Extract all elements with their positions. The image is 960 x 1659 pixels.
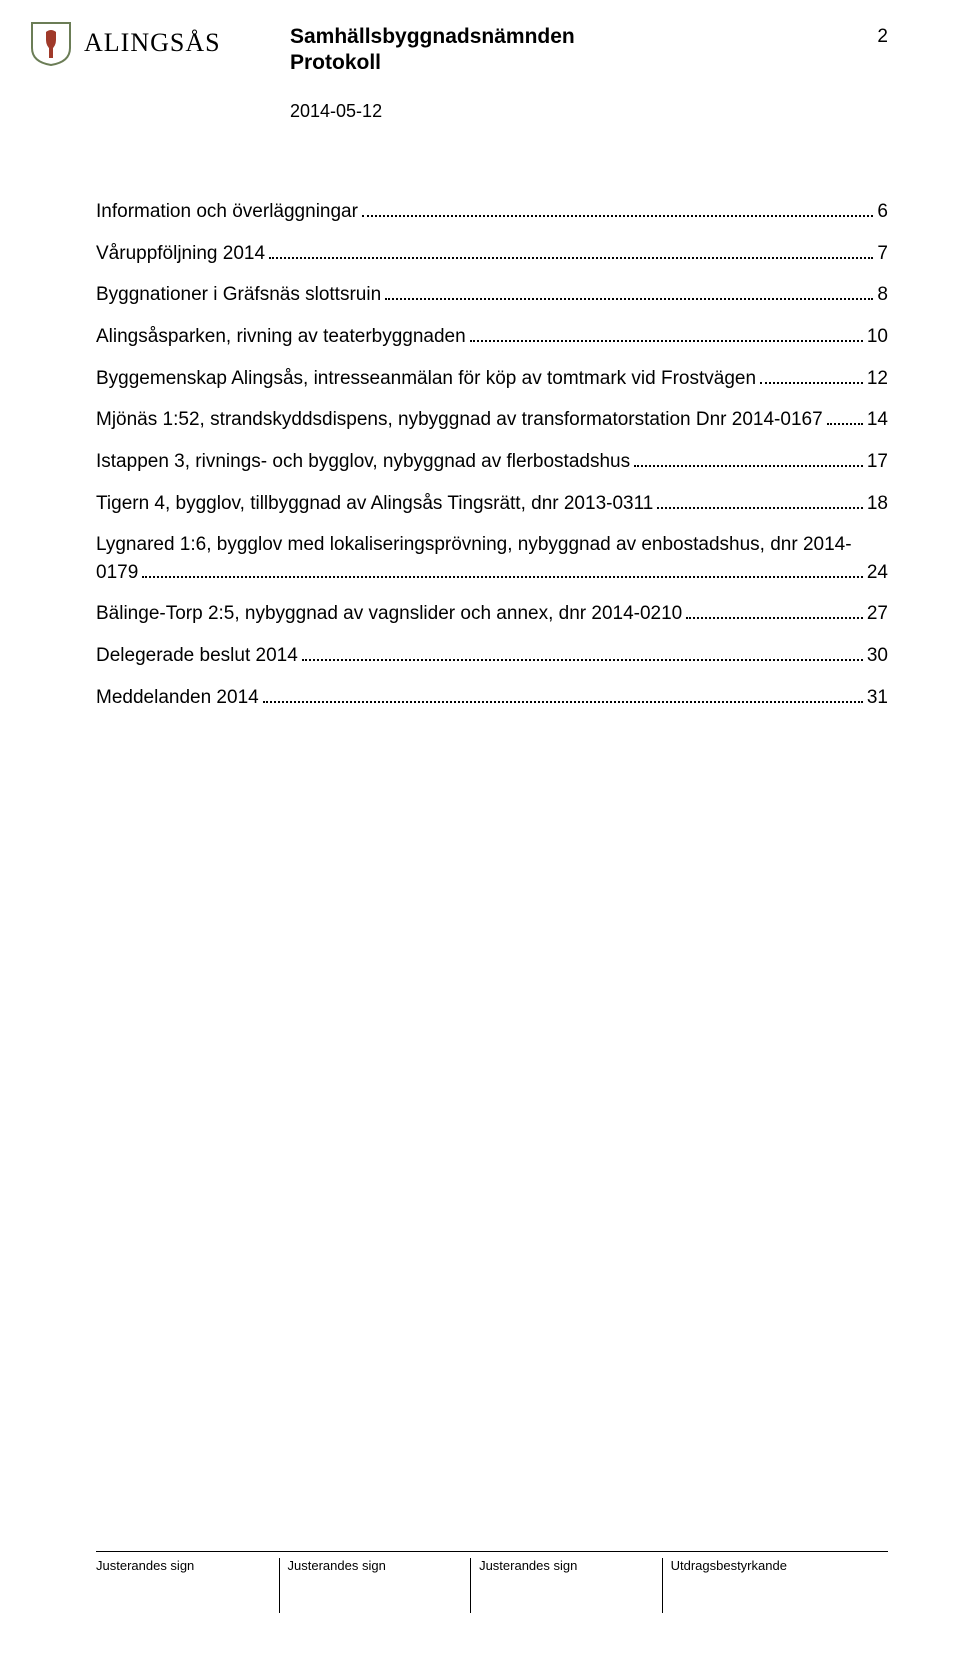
toc-title: 0179 (96, 559, 138, 587)
toc-page: 10 (867, 323, 888, 351)
toc-entry: Meddelanden 2014 31 (96, 684, 888, 712)
toc-page: 24 (867, 559, 888, 587)
toc-title: Byggnationer i Gräfsnäs slottsruin (96, 281, 381, 309)
toc-leader-dots (657, 489, 863, 508)
crest-icon (28, 20, 74, 66)
toc-entry: Lygnared 1:6, bygglov med lokaliseringsp… (96, 531, 888, 586)
header-titles: Samhällsbyggnadsnämnden Protokoll 2014-0… (290, 24, 575, 122)
toc-title: Meddelanden 2014 (96, 684, 259, 712)
toc-leader-dots (470, 323, 863, 342)
toc-title: Mjönäs 1:52, strandskyddsdispens, nybygg… (96, 406, 823, 434)
footer-row: Justerandes sign Justerandes sign Juster… (96, 1558, 888, 1613)
toc-title: Istappen 3, rivnings- och bygglov, nybyg… (96, 448, 630, 476)
toc-page: 30 (867, 642, 888, 670)
toc-title: Information och överläggningar (96, 198, 358, 226)
page-number: 2 (877, 26, 888, 48)
page: ALINGSÅS Samhällsbyggnadsnämnden Protoko… (0, 0, 960, 1659)
toc-page: 7 (877, 240, 888, 268)
toc-page: 6 (877, 198, 888, 226)
toc-entry: Byggemenskap Alingsås, intresseanmälan f… (96, 365, 888, 393)
toc-entry: Delegerade beslut 2014 30 (96, 642, 888, 670)
toc-page: 27 (867, 600, 888, 628)
toc-page: 14 (867, 406, 888, 434)
logo: ALINGSÅS (28, 20, 284, 66)
toc-leader-dots (385, 281, 873, 300)
footer-cell: Justerandes sign (96, 1558, 280, 1613)
header-date: 2014-05-12 (290, 101, 575, 122)
toc-leader-dots (634, 448, 863, 467)
header-subtitle: Protokoll (290, 50, 575, 76)
footer-cell: Justerandes sign (471, 1558, 663, 1613)
footer: Justerandes sign Justerandes sign Juster… (96, 1551, 888, 1613)
toc-page: 18 (867, 490, 888, 518)
toc-leader-dots (827, 406, 863, 425)
header-title: Samhällsbyggnadsnämnden (290, 24, 575, 50)
toc-entry: Istappen 3, rivnings- och bygglov, nybyg… (96, 448, 888, 476)
toc-title: Våruppföljning 2014 (96, 240, 265, 268)
toc-entry: Tigern 4, bygglov, tillbyggnad av Alings… (96, 489, 888, 517)
footer-cell: Utdragsbestyrkande (663, 1558, 888, 1613)
toc-title: Tigern 4, bygglov, tillbyggnad av Alings… (96, 490, 653, 518)
toc-title: Lygnared 1:6, bygglov med lokaliseringsp… (96, 531, 888, 559)
toc-leader-dots (302, 642, 863, 661)
toc-entry: Våruppföljning 2014 7 (96, 240, 888, 268)
toc-title: Bälinge-Torp 2:5, nybyggnad av vagnslide… (96, 600, 682, 628)
toc-title: Alingsåsparken, rivning av teaterbyggnad… (96, 323, 466, 351)
table-of-contents: Information och överläggningar 6 Våruppfö… (96, 198, 888, 725)
toc-leader-dots (142, 559, 863, 578)
footer-cell: Justerandes sign (280, 1558, 472, 1613)
toc-leader-dots (362, 198, 873, 217)
toc-entry: Alingsåsparken, rivning av teaterbyggnad… (96, 323, 888, 351)
header: ALINGSÅS Samhällsbyggnadsnämnden Protoko… (0, 20, 960, 140)
toc-entry: Information och överläggningar 6 (96, 198, 888, 226)
toc-leader-dots (263, 684, 863, 703)
footer-rule (96, 1551, 888, 1552)
toc-entry: Bälinge-Torp 2:5, nybyggnad av vagnslide… (96, 600, 888, 628)
toc-title: Byggemenskap Alingsås, intresseanmälan f… (96, 365, 756, 393)
wordmark-icon: ALINGSÅS (84, 29, 284, 57)
toc-entry: Mjönäs 1:52, strandskyddsdispens, nybygg… (96, 406, 888, 434)
toc-leader-dots (686, 600, 863, 619)
toc-page: 17 (867, 448, 888, 476)
toc-leader-dots (760, 365, 863, 384)
toc-title: Delegerade beslut 2014 (96, 642, 298, 670)
svg-text:ALINGSÅS: ALINGSÅS (84, 29, 221, 57)
toc-entry: Byggnationer i Gräfsnäs slottsruin 8 (96, 281, 888, 309)
toc-page: 8 (877, 281, 888, 309)
toc-page: 12 (867, 365, 888, 393)
toc-leader-dots (269, 240, 873, 259)
toc-page: 31 (867, 684, 888, 712)
